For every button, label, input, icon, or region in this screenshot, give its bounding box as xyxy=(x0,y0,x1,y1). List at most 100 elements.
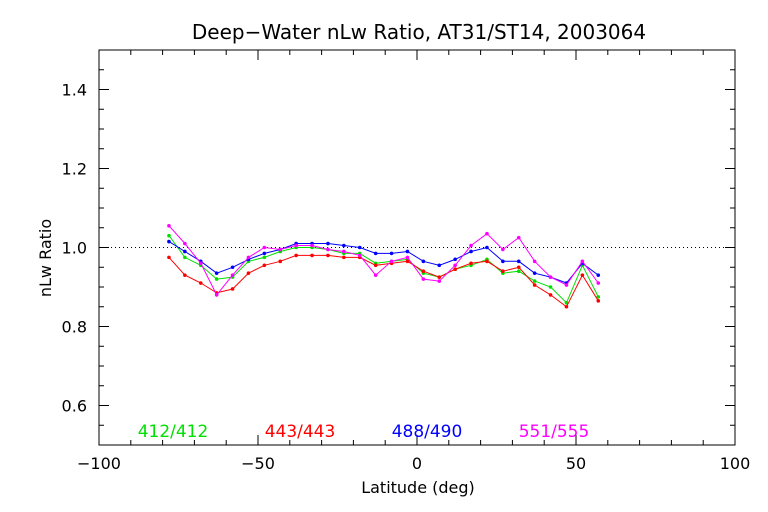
data-point xyxy=(516,259,521,264)
data-point xyxy=(516,235,521,240)
data-point xyxy=(580,259,585,264)
data-point xyxy=(246,255,251,260)
data-point xyxy=(262,263,267,268)
data-point xyxy=(342,255,346,260)
data-point xyxy=(278,259,283,264)
legend-label: 412/412 xyxy=(138,422,209,442)
data-point xyxy=(167,239,171,244)
data-point xyxy=(230,287,235,291)
data-point xyxy=(548,293,553,297)
data-point xyxy=(485,231,489,236)
data-point xyxy=(342,249,346,254)
data-point xyxy=(516,265,521,270)
data-point xyxy=(373,263,378,268)
data-point xyxy=(167,255,171,260)
data-point xyxy=(198,261,203,266)
data-point xyxy=(214,271,219,275)
data-point xyxy=(548,285,553,289)
data-point xyxy=(437,263,442,268)
data-point xyxy=(183,255,187,260)
data-point xyxy=(262,251,267,256)
data-point xyxy=(214,277,219,281)
data-point xyxy=(564,304,569,309)
x-tick-label: 100 xyxy=(720,454,751,473)
data-point xyxy=(421,269,426,274)
data-point xyxy=(230,265,235,270)
data-point xyxy=(262,255,267,260)
data-point xyxy=(310,243,314,248)
data-point xyxy=(167,223,171,228)
data-point xyxy=(198,281,203,285)
data-point xyxy=(596,281,601,285)
legend-label: 551/555 xyxy=(519,422,590,442)
data-point xyxy=(183,241,187,246)
data-point xyxy=(437,275,442,279)
data-point xyxy=(278,247,283,252)
data-point xyxy=(469,261,473,266)
data-point xyxy=(342,243,346,248)
data-point xyxy=(453,257,457,262)
data-point xyxy=(357,253,362,258)
data-point xyxy=(183,273,187,277)
x-tick-label: −100 xyxy=(77,454,121,473)
data-point xyxy=(405,249,410,254)
data-point xyxy=(532,279,537,283)
data-point xyxy=(405,255,410,260)
plot-area: −100 −50 0 50 100 0.6 0.8 1.0 1.2 1.4 412/412 443/4… xyxy=(62,49,751,473)
series-line xyxy=(168,241,599,284)
series-line xyxy=(168,254,599,308)
data-point xyxy=(421,259,426,264)
data-point xyxy=(183,249,187,254)
x-axis-label: Latitude (deg) xyxy=(361,478,475,497)
x-tick-label: 50 xyxy=(566,454,586,473)
y-tick-label: 0.8 xyxy=(62,318,87,337)
data-point xyxy=(246,271,251,275)
data-point xyxy=(294,253,298,258)
data-point xyxy=(214,293,219,297)
data-point xyxy=(310,253,314,258)
data-point xyxy=(389,251,394,256)
data-point xyxy=(453,267,457,272)
data-point xyxy=(326,247,330,252)
data-point xyxy=(326,241,330,246)
y-tick-label: 1.2 xyxy=(62,160,87,179)
y-axis-label: nLw Ratio xyxy=(36,219,55,297)
data-point xyxy=(501,259,505,264)
data-point xyxy=(294,243,298,248)
data-point xyxy=(485,245,489,250)
data-point xyxy=(357,245,362,250)
data-point xyxy=(564,301,569,305)
data-point xyxy=(596,273,601,277)
data-point xyxy=(596,299,601,303)
data-point xyxy=(548,275,553,279)
data-point xyxy=(469,243,473,248)
data-point xyxy=(501,269,505,274)
series-line xyxy=(168,225,599,296)
x-tick-label: 0 xyxy=(412,454,422,473)
x-tick-label: −50 xyxy=(241,454,275,473)
data-point xyxy=(167,233,171,238)
data-point xyxy=(373,251,378,256)
data-point xyxy=(262,245,267,250)
data-point xyxy=(564,283,569,287)
series-line xyxy=(168,235,599,304)
y-tick-label: 0.6 xyxy=(62,397,87,416)
y-tick-label: 1.0 xyxy=(62,239,87,258)
data-point xyxy=(405,259,410,264)
data-point xyxy=(580,273,585,277)
data-point xyxy=(373,273,378,277)
data-point xyxy=(326,253,330,258)
data-point xyxy=(596,295,601,299)
legend-label: 443/443 xyxy=(265,422,336,442)
data-point xyxy=(532,283,537,287)
data-point xyxy=(516,269,521,274)
data-point xyxy=(532,259,537,264)
data-point xyxy=(453,263,457,268)
data-point xyxy=(485,259,489,264)
data-point xyxy=(389,259,394,264)
chart-title: Deep−Water nLw Ratio, AT31/ST14, 2003064 xyxy=(192,20,646,44)
y-tick-label: 1.4 xyxy=(62,81,87,100)
data-point xyxy=(230,273,235,277)
data-point xyxy=(469,249,473,254)
